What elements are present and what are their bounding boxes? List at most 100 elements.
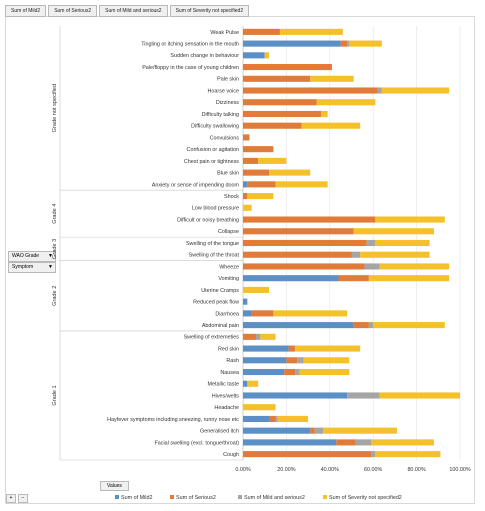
category-label: Red skin: [218, 346, 239, 352]
category-label: Hayfever symptoms including sneezing, ru…: [107, 417, 239, 423]
category-label: Swelling of the throat: [189, 253, 240, 259]
bar-segment: [243, 110, 322, 118]
bar-segment: [351, 251, 361, 258]
bar-segment: [277, 415, 309, 422]
bar-segment: [288, 345, 296, 352]
category-label: Facial swelling (excl. tongue/throat): [155, 440, 240, 446]
row-field-symptom[interactable]: Symptom ▼: [8, 262, 56, 273]
bar-segment: [375, 451, 441, 458]
bar-segment: [299, 368, 350, 376]
bar-segment: [243, 368, 285, 376]
bar-segment: [295, 368, 300, 376]
category-label: Diarrhoea: [215, 311, 239, 317]
bar-segment: [360, 251, 430, 258]
category-label: Shock: [224, 194, 239, 200]
bar-segment: [295, 345, 361, 352]
bar-segment: [371, 439, 434, 446]
legend-swatch: [170, 495, 174, 499]
bar-segment: [243, 40, 341, 47]
bar-segment: [273, 310, 348, 317]
bar-segment: [368, 322, 374, 329]
field-button-bar: Sum of Mild2 Sum of Serious2 Sum of Mild…: [5, 5, 250, 17]
x-tick-label: 60.00%: [364, 467, 382, 473]
bar-segment: [243, 286, 270, 293]
bar-segment: [321, 110, 328, 118]
bar-segment: [243, 216, 376, 223]
bar-segment: [251, 310, 274, 317]
zoom-in-button[interactable]: +: [6, 494, 16, 503]
bar-segment: [349, 40, 382, 47]
category-label: Low blood pressure: [192, 206, 239, 212]
bar-segment: [243, 181, 248, 188]
bar-segment: [297, 357, 304, 364]
bar-segment: [243, 251, 352, 258]
legend-entry: Sum of Mild2: [121, 495, 152, 501]
x-tick-label: 20.00%: [277, 467, 295, 473]
field-button-mild[interactable]: Sum of Mild2: [5, 5, 47, 17]
bar-segment: [243, 204, 252, 211]
bar-segment: [243, 333, 257, 340]
bar-segment: [269, 415, 276, 422]
bar-segment: [364, 263, 380, 270]
category-label: Swelling of the tongue: [186, 241, 239, 247]
bar-segment: [247, 193, 274, 200]
bar-segment: [338, 275, 369, 282]
legend-entry: Sum of Mild and serious2: [244, 495, 305, 501]
zoom-out-button[interactable]: −: [18, 494, 28, 503]
row-field-label: Symptom: [12, 264, 34, 270]
category-label: Anxiety or sense of impending doom: [152, 182, 240, 188]
zoom-controls: + −: [6, 494, 28, 503]
bar-segment: [275, 415, 278, 422]
field-button-mild-serious[interactable]: Sum of Mild and serious2: [99, 5, 168, 17]
group-label: Grade 2: [52, 286, 58, 306]
group-label: Grade 4: [52, 204, 58, 224]
category-label: Pale/floppy in the case of young childre…: [142, 65, 239, 71]
x-tick-label: 100.00%: [449, 467, 470, 473]
bar-segment: [347, 392, 380, 399]
bar-segment: [243, 427, 311, 434]
bar-segment: [243, 322, 354, 329]
category-label: Metallic taste: [208, 382, 239, 388]
category-label: Blue skin: [217, 171, 239, 177]
bar-segment: [375, 216, 445, 223]
category-label: Hoarse voice: [208, 88, 239, 94]
bar-segment: [301, 122, 361, 129]
bar-segment: [347, 40, 350, 47]
group-label: Grade not specified: [52, 84, 58, 133]
bar-segment: [284, 368, 296, 376]
field-button-serious[interactable]: Sum of Serious2: [48, 5, 98, 17]
bar-segment: [243, 87, 378, 94]
dropdown-arrow-icon: ▼: [48, 253, 53, 259]
bar-segment: [243, 64, 332, 71]
bar-segment: [269, 169, 311, 176]
bar-segment: [353, 228, 434, 235]
category-label: Convulsions: [210, 135, 240, 141]
bar-segment: [247, 380, 259, 387]
bar-segment: [243, 310, 252, 317]
category-label: Nausea: [220, 370, 239, 376]
category-label: Abdominal pain: [202, 323, 239, 329]
bar-segment: [310, 427, 315, 434]
bar-segment: [243, 157, 259, 164]
category-label: Pale skin: [217, 77, 239, 83]
values-button[interactable]: Values: [100, 481, 129, 491]
bar-segment: [243, 146, 274, 153]
group-label: Grade 3: [52, 239, 58, 259]
bar-segment: [243, 75, 311, 82]
bar-segment: [310, 75, 354, 82]
category-label: Tingling or itching sensation in the mou…: [141, 41, 239, 47]
bar-segment: [243, 345, 289, 352]
bar-segment: [264, 52, 270, 59]
row-field-wao-grade[interactable]: WAO Grade ▼: [8, 251, 56, 262]
category-label: Reduced peak flow: [193, 300, 239, 306]
bar-segment: [355, 439, 372, 446]
category-label: Confusion or agitation: [187, 147, 239, 153]
category-label: Chest pain or tightness: [184, 159, 239, 165]
field-button-severity-not-specified[interactable]: Sum of Severity not specified2: [169, 5, 250, 17]
category-label: Hives/welts: [212, 393, 240, 399]
row-field-label: WAO Grade: [12, 253, 40, 259]
bar-segment: [371, 451, 376, 458]
bar-segment: [243, 439, 337, 446]
bar-segment: [340, 40, 348, 47]
